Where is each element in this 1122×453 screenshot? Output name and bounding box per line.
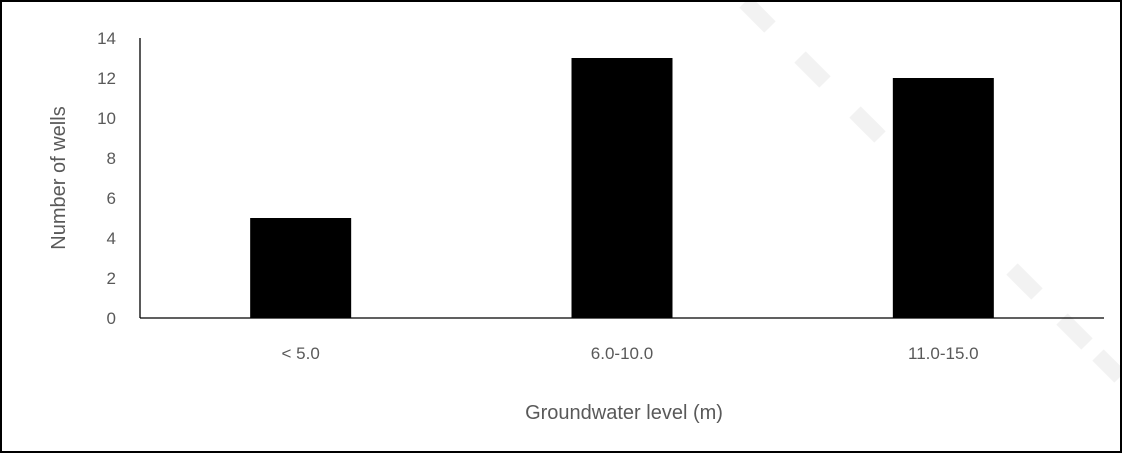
y-axis-title: Number of wells [48, 106, 70, 249]
y-tick-label: 10 [97, 109, 116, 128]
bar [571, 58, 673, 318]
y-tick-label: 12 [97, 69, 116, 88]
y-tick-label: 2 [107, 269, 116, 288]
y-tick-label: 6 [107, 189, 116, 208]
axes [139, 38, 1104, 319]
x-axis-title: Groundwater level (m) [525, 402, 723, 424]
y-tick-label: 0 [107, 309, 116, 328]
x-tick-label: 11.0-15.0 [908, 344, 979, 363]
x-tick-label: < 5.0 [282, 344, 320, 363]
bar [892, 78, 994, 318]
bars [250, 58, 994, 318]
y-axis-ticks: 0 2 4 6 8 10 12 14 [97, 29, 116, 328]
x-axis-ticks: < 5.0 6.0-10.0 11.0-15.0 [282, 344, 979, 363]
x-tick-label: 6.0-10.0 [591, 344, 653, 363]
bar [250, 218, 352, 318]
y-tick-label: 4 [107, 229, 116, 248]
y-tick-label: 8 [107, 149, 116, 168]
y-tick-label: 14 [97, 29, 116, 48]
